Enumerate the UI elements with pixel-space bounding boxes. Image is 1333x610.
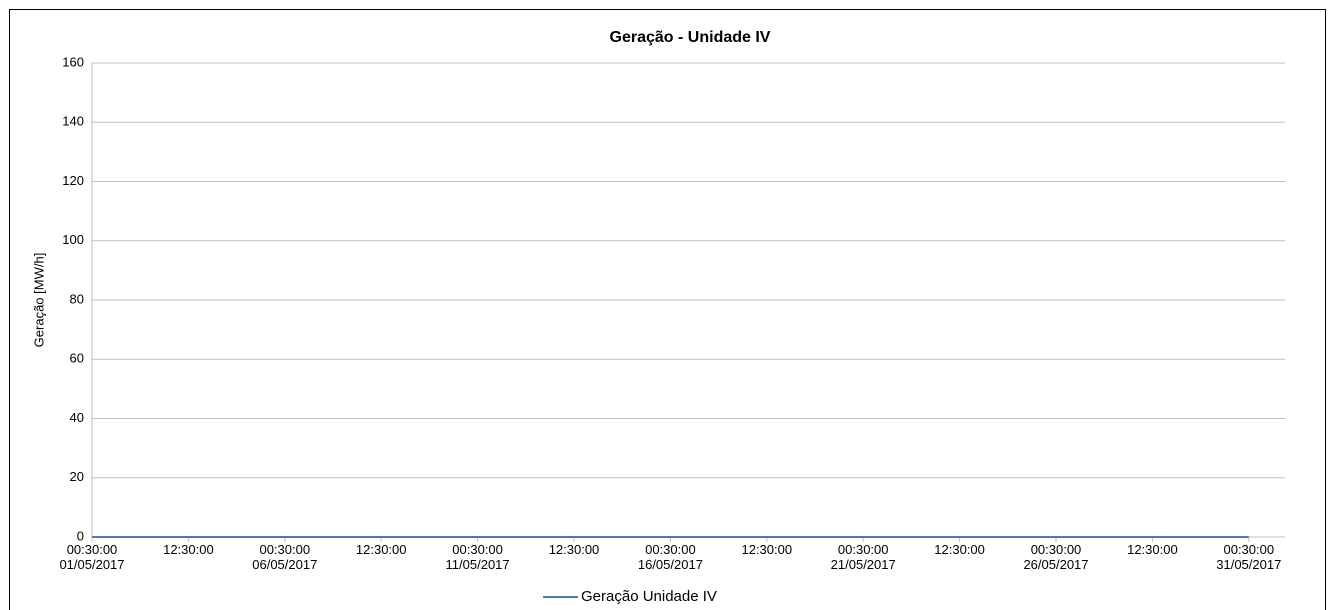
x-tick-label: 12:30:00 [741,542,792,557]
y-tick-label: 100 [62,232,84,247]
x-tick-label: 00:30:00 21/05/2017 [831,542,896,572]
x-tick-label: 00:30:00 06/05/2017 [252,542,317,572]
y-tick-label: 0 [77,528,84,543]
x-tick-label: 00:30:00 16/05/2017 [638,542,703,572]
chart-title: Geração - Unidade IV [610,29,771,46]
x-tick-label: 12:30:00 [549,542,600,557]
x-tick-label: 00:30:00 26/05/2017 [1023,542,1088,572]
y-axis-label: Geração [MW/h] [31,253,46,348]
legend-label: Geração Unidade IV [581,588,717,605]
x-tick-label: 12:30:00 [1127,542,1178,557]
y-tick-label: 160 [62,54,84,69]
y-tick-label: 140 [62,114,84,129]
y-tick-label: 60 [70,351,84,366]
chart-frame [9,9,1326,610]
x-tick-label: 12:30:00 [356,542,407,557]
x-tick-label: 12:30:00 [163,542,214,557]
x-tick-label: 00:30:00 31/05/2017 [1216,542,1281,572]
x-tick-label: 00:30:00 11/05/2017 [446,542,510,572]
y-tick-label: 40 [70,410,84,425]
x-tick-label: 00:30:00 01/05/2017 [59,542,124,572]
y-tick-label: 120 [62,173,84,188]
y-tick-label: 20 [70,469,84,484]
y-tick-label: 80 [70,291,84,306]
x-tick-label: 12:30:00 [934,542,985,557]
